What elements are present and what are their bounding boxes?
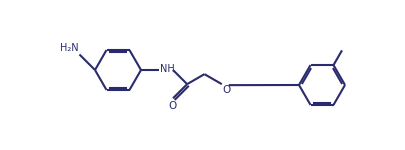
Text: H₂N: H₂N — [60, 44, 79, 53]
Text: NH: NH — [160, 64, 175, 75]
Text: O: O — [168, 101, 177, 111]
Text: O: O — [222, 85, 230, 95]
